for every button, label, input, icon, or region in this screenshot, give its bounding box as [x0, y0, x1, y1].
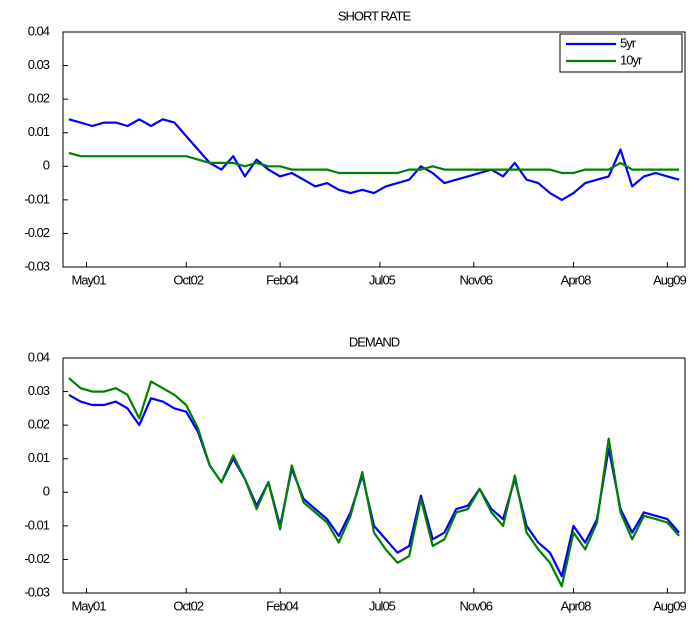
y-tick-label: 0.03 [28, 383, 50, 398]
x-tick-label: May01 [71, 272, 106, 287]
x-tick-label: Apr08 [561, 598, 591, 613]
x-tick-label: Oct02 [173, 598, 203, 613]
x-tick-label: Jul05 [369, 598, 396, 613]
x-tick-label: Nov06 [459, 598, 492, 613]
x-tick-label: Nov06 [459, 272, 492, 287]
series-line [68, 393, 680, 578]
y-tick-label: -0.02 [24, 225, 49, 240]
chart-title: SHORT RATE [338, 8, 412, 23]
y-tick-label: 0.01 [28, 450, 50, 465]
y-tick-label: 0 [43, 484, 50, 499]
y-tick-label: -0.03 [24, 584, 49, 599]
legend-box [559, 33, 683, 73]
y-tick-label: 0.03 [28, 57, 50, 72]
y-tick-label: 0.01 [28, 124, 50, 139]
y-tick-label: -0.01 [24, 517, 49, 532]
legend-label: 5yr [620, 35, 637, 50]
x-tick-label: Aug09 [653, 272, 686, 287]
x-tick-label: Oct02 [173, 272, 203, 287]
y-tick-label: -0.01 [24, 191, 49, 206]
x-tick-label: Feb04 [266, 598, 299, 613]
series-line [68, 118, 680, 201]
y-tick-label: 0.04 [28, 349, 50, 364]
y-tick-label: 0.04 [28, 23, 50, 38]
plot-frame [62, 31, 686, 268]
y-tick-label: 0.02 [28, 91, 50, 106]
y-tick-label: 0 [43, 158, 50, 173]
series-line [68, 377, 680, 588]
series-line [68, 151, 680, 175]
x-tick-label: Aug09 [653, 598, 686, 613]
y-tick-label: -0.03 [24, 258, 49, 273]
x-tick-label: Feb04 [266, 272, 299, 287]
chart-title: DEMAND [349, 334, 400, 349]
y-tick-label: 0.02 [28, 417, 50, 432]
y-tick-label: -0.02 [24, 551, 49, 566]
plot-frame [62, 357, 686, 594]
legend-label: 10yr [620, 52, 643, 67]
x-tick-label: May01 [71, 598, 106, 613]
x-tick-label: Jul05 [369, 272, 396, 287]
x-tick-label: Apr08 [561, 272, 591, 287]
